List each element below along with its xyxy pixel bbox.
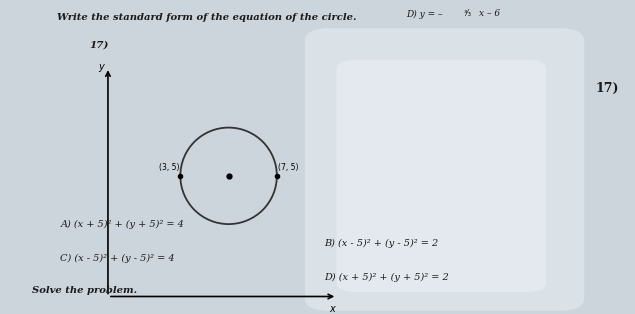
- FancyBboxPatch shape: [305, 28, 584, 311]
- Text: Write the standard form of the equation of the circle.: Write the standard form of the equation …: [57, 13, 357, 22]
- Text: C) (x - 5)² + (y - 5)² = 4: C) (x - 5)² + (y - 5)² = 4: [60, 254, 175, 263]
- Text: y: y: [98, 62, 104, 72]
- Text: D) (x + 5)² + (y + 5)² = 2: D) (x + 5)² + (y + 5)² = 2: [324, 273, 448, 282]
- Text: x: x: [330, 304, 335, 314]
- Text: B) (x - 5)² + (y - 5)² = 2: B) (x - 5)² + (y - 5)² = 2: [324, 239, 438, 248]
- Text: A) (x + 5)² + (y + 5)² = 4: A) (x + 5)² + (y + 5)² = 4: [60, 220, 184, 229]
- Text: D) y = –: D) y = –: [406, 9, 443, 19]
- Text: ³⁄₃: ³⁄₃: [464, 9, 472, 19]
- Text: (3, 5): (3, 5): [159, 163, 179, 172]
- Text: 17): 17): [89, 41, 109, 50]
- FancyBboxPatch shape: [337, 60, 546, 292]
- Text: Solve the problem.: Solve the problem.: [32, 286, 137, 295]
- Text: (7, 5): (7, 5): [278, 163, 298, 172]
- Text: x – 6: x – 6: [479, 9, 500, 19]
- Text: 17): 17): [596, 82, 619, 95]
